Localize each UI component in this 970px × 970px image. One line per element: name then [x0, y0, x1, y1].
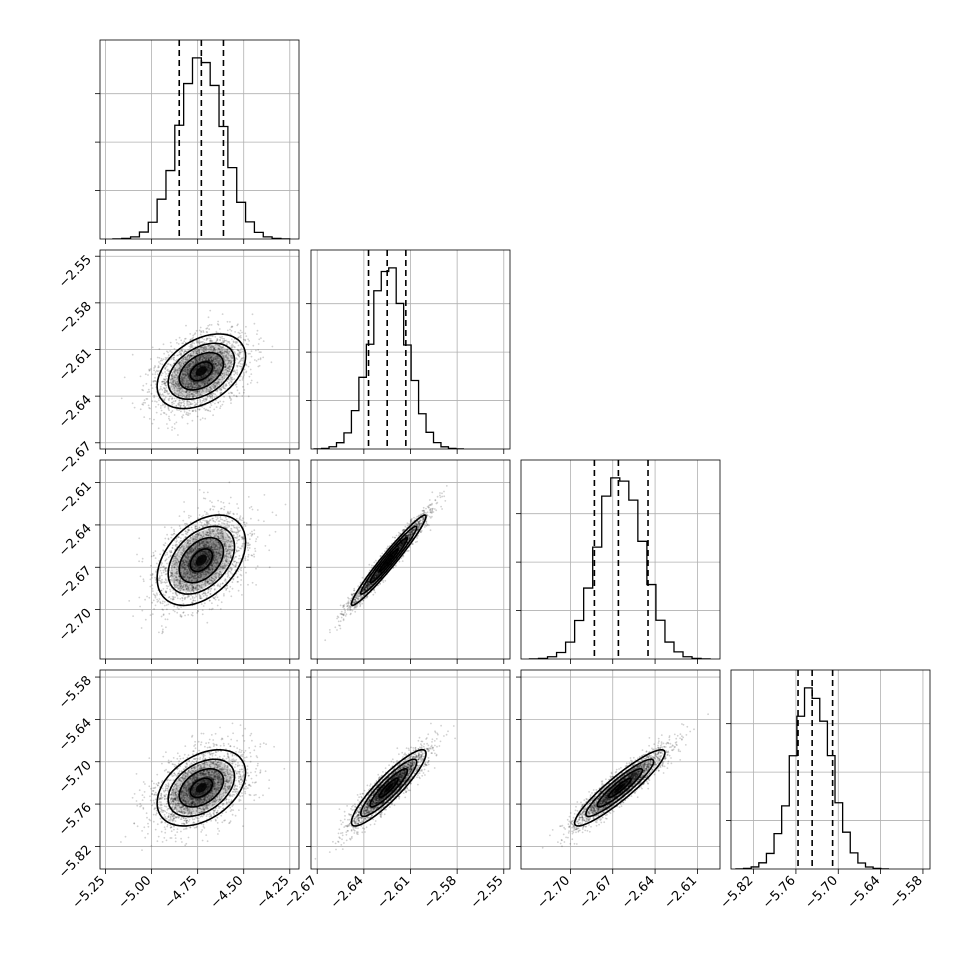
y-tick-label: −5.82 [56, 843, 95, 882]
y-tick-label: −2.61 [56, 479, 95, 518]
panel-frame [521, 460, 720, 659]
x-tick-label: −4.50 [208, 873, 247, 912]
x-tick-label: −2.64 [619, 873, 658, 912]
histogram-panel-1 [306, 250, 510, 454]
x-tick-label: −2.58 [421, 873, 460, 912]
y-tick-label: −2.64 [56, 521, 95, 560]
y-tick-label: −2.67 [56, 439, 95, 478]
y-tick-label: −2.61 [56, 346, 95, 385]
density-core [170, 761, 232, 814]
x-tick-label: −2.67 [577, 873, 616, 912]
y-tick-label: −2.67 [56, 563, 95, 602]
scatter-panel-2-0: −2.70 −2.67−2.64−2.61 [56, 460, 299, 664]
panel-frame [100, 40, 299, 239]
histogram-panel-3: −5.82 −5.76 −5.70 −5.64 −5.58 [718, 670, 930, 912]
x-tick-label: −5.25 [70, 873, 109, 912]
x-tick-label: −5.70 [802, 873, 841, 912]
x-tick-label: −2.61 [375, 873, 414, 912]
y-tick-label: −5.76 [56, 800, 95, 839]
y-tick-label: −2.55 [56, 252, 95, 291]
x-tick-label: −4.75 [162, 873, 201, 912]
scatter-panel-3-1: −2.67 −2.64 −2.61 −2.58 −2.55 [281, 670, 510, 912]
panel-frame [521, 670, 720, 869]
scatter-panel-2-1 [306, 460, 510, 664]
y-tick-label: −2.58 [56, 299, 95, 338]
histogram-panel-0 [95, 40, 299, 244]
y-tick-label: −5.58 [56, 673, 95, 712]
histogram-step [314, 268, 463, 449]
y-tick-label: −2.64 [56, 392, 95, 431]
scatter-panel-3-0: −5.25 −5.00 −4.75 −4.50 −4.25−5.82−5.76−5.70… [56, 670, 299, 912]
histogram-panel-2 [516, 460, 720, 664]
x-tick-label: −2.61 [661, 873, 700, 912]
histogram-step [529, 478, 710, 659]
x-tick-label: −2.70 [534, 873, 573, 912]
y-tick-label: −5.70 [56, 758, 95, 797]
density-core [170, 529, 232, 592]
scatter-panel-1-0: −2.67 −2.64 −2.61 −2.58 −2.55 [56, 250, 299, 478]
x-tick-label: −5.58 [887, 873, 926, 912]
x-tick-label: −5.64 [845, 873, 884, 912]
x-tick-label: −5.00 [116, 873, 155, 912]
panel-frame [731, 670, 930, 869]
scatter-panel-3-2: −2.70 −2.67 −2.64 −2.61 [516, 670, 720, 912]
y-tick-label: −5.64 [56, 716, 95, 755]
y-tick-label: −2.70 [56, 606, 95, 645]
x-tick-label: −5.76 [760, 873, 799, 912]
x-tick-label: −2.55 [468, 873, 507, 912]
x-tick-label: −5.82 [718, 873, 757, 912]
x-tick-label: −2.64 [328, 873, 367, 912]
